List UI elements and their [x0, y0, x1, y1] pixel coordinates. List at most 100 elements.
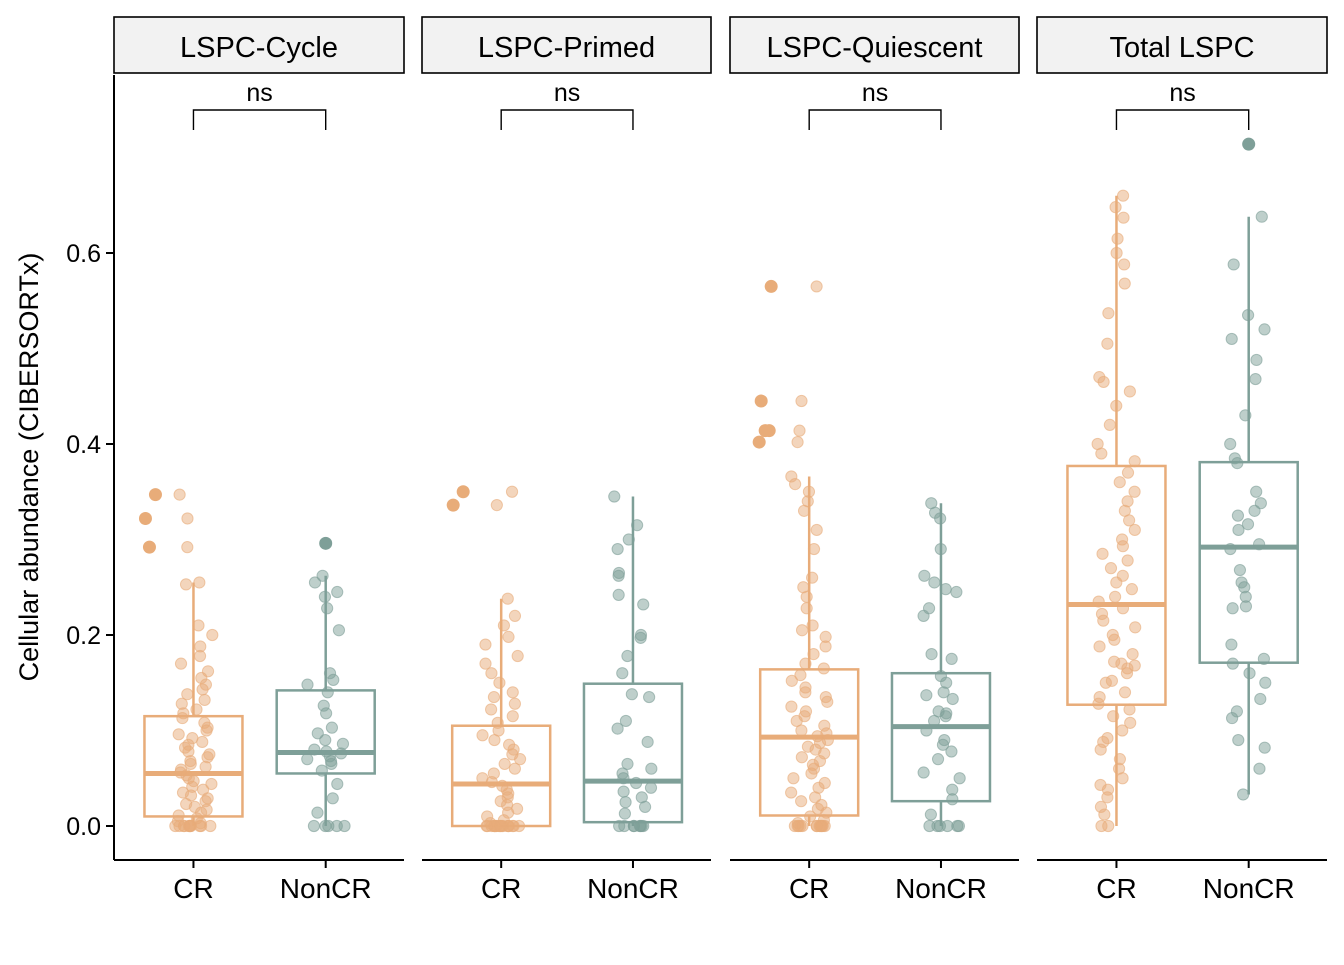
data-point: [787, 772, 800, 785]
data-point: [920, 689, 933, 702]
data-point: [1128, 523, 1141, 537]
data-point: [497, 619, 511, 632]
data-point: [1102, 819, 1115, 833]
data-point: [619, 714, 632, 728]
data-point: [485, 775, 498, 789]
data-point: [806, 571, 819, 584]
data-point: [815, 819, 828, 833]
data-point: [918, 569, 931, 582]
data-point: [485, 667, 498, 680]
data-point: [621, 649, 634, 663]
data-point: [1121, 554, 1134, 567]
x-tick-label: CR: [789, 873, 829, 904]
data-point: [800, 602, 813, 615]
data-point: [1258, 323, 1271, 336]
data-point: [1096, 547, 1109, 560]
data-point: [1225, 711, 1239, 725]
data-point: [928, 714, 941, 728]
data-point: [1250, 353, 1263, 367]
data-point: [1118, 277, 1131, 290]
data-point: [1110, 399, 1123, 412]
data-point: [184, 757, 197, 771]
data-point: [616, 667, 629, 680]
facet-title: LSPC-Cycle: [180, 32, 338, 64]
data-point: [199, 760, 212, 773]
significance-bracket: [1115, 109, 1250, 130]
data-point: [785, 674, 798, 687]
data-point: [1094, 743, 1107, 756]
data-point: [1243, 667, 1256, 680]
data-point: [307, 819, 321, 833]
data-point: [193, 649, 207, 663]
data-point: [790, 714, 803, 728]
data-point: [1250, 485, 1263, 498]
data-point: [173, 819, 186, 833]
data-point: [617, 785, 630, 798]
data-point: [1102, 307, 1115, 320]
data-point: [1225, 332, 1238, 346]
data-point: [1116, 540, 1130, 553]
data-point: [1097, 375, 1110, 389]
significance-bracket: [192, 109, 327, 130]
data-point: [1104, 562, 1118, 575]
significance-label: ns: [1169, 79, 1195, 107]
data-point: [618, 807, 631, 820]
data-point: [617, 772, 630, 785]
data-point: [181, 688, 194, 701]
axes-layer: 0.0 0.2 0.4 0.6: [66, 75, 115, 860]
data-point: [513, 753, 527, 766]
x-tick-label: NonCR: [280, 873, 372, 904]
data-point: [637, 819, 650, 833]
data-point: [172, 728, 185, 741]
data-point: [793, 424, 806, 437]
y-axis-label: Cellular abundance (CIBERSORTx): [14, 253, 44, 682]
data-point: [320, 707, 333, 720]
data-point: [794, 669, 807, 682]
data-point: [1226, 657, 1239, 670]
data-point: [501, 592, 514, 605]
data-point: [933, 819, 947, 833]
data-point: [1121, 466, 1135, 479]
facet-strip: [729, 16, 1020, 74]
data-point: [508, 762, 521, 775]
data-point: [1241, 518, 1255, 531]
data-point: [795, 751, 808, 764]
data-point: [917, 609, 930, 623]
data-point: [925, 648, 938, 661]
data-point: [319, 733, 332, 747]
data-point: [800, 590, 813, 603]
data-point: [1254, 692, 1267, 706]
data-point: [945, 652, 958, 665]
data-point: [810, 523, 823, 537]
data-point: [637, 598, 650, 611]
data-point: [485, 703, 498, 716]
data-point: [612, 588, 625, 601]
data-point: [1101, 791, 1114, 804]
outlier-point: [752, 435, 766, 449]
data-point: [315, 764, 328, 777]
data-point: [621, 757, 634, 771]
data-point: [181, 512, 194, 525]
data-point: [807, 542, 821, 556]
data-point: [301, 753, 314, 766]
data-point: [611, 542, 624, 556]
data-point: [1237, 788, 1250, 801]
data-point: [795, 724, 808, 737]
data-point: [1109, 590, 1122, 603]
data-point: [1110, 576, 1123, 589]
data-point: [819, 640, 832, 653]
data-point: [1118, 258, 1131, 271]
data-point: [321, 686, 334, 699]
facet-panel-3: Total LSPC CR NonCR ns: [1036, 16, 1328, 904]
outlier-point: [764, 279, 778, 293]
significance-label: ns: [246, 79, 272, 107]
data-point: [1116, 602, 1130, 615]
data-point: [335, 747, 348, 760]
data-point: [1123, 385, 1136, 398]
data-point: [622, 533, 635, 546]
data-point: [799, 657, 812, 670]
data-point: [1231, 509, 1245, 522]
data-point: [791, 435, 804, 449]
data-point: [479, 638, 492, 651]
